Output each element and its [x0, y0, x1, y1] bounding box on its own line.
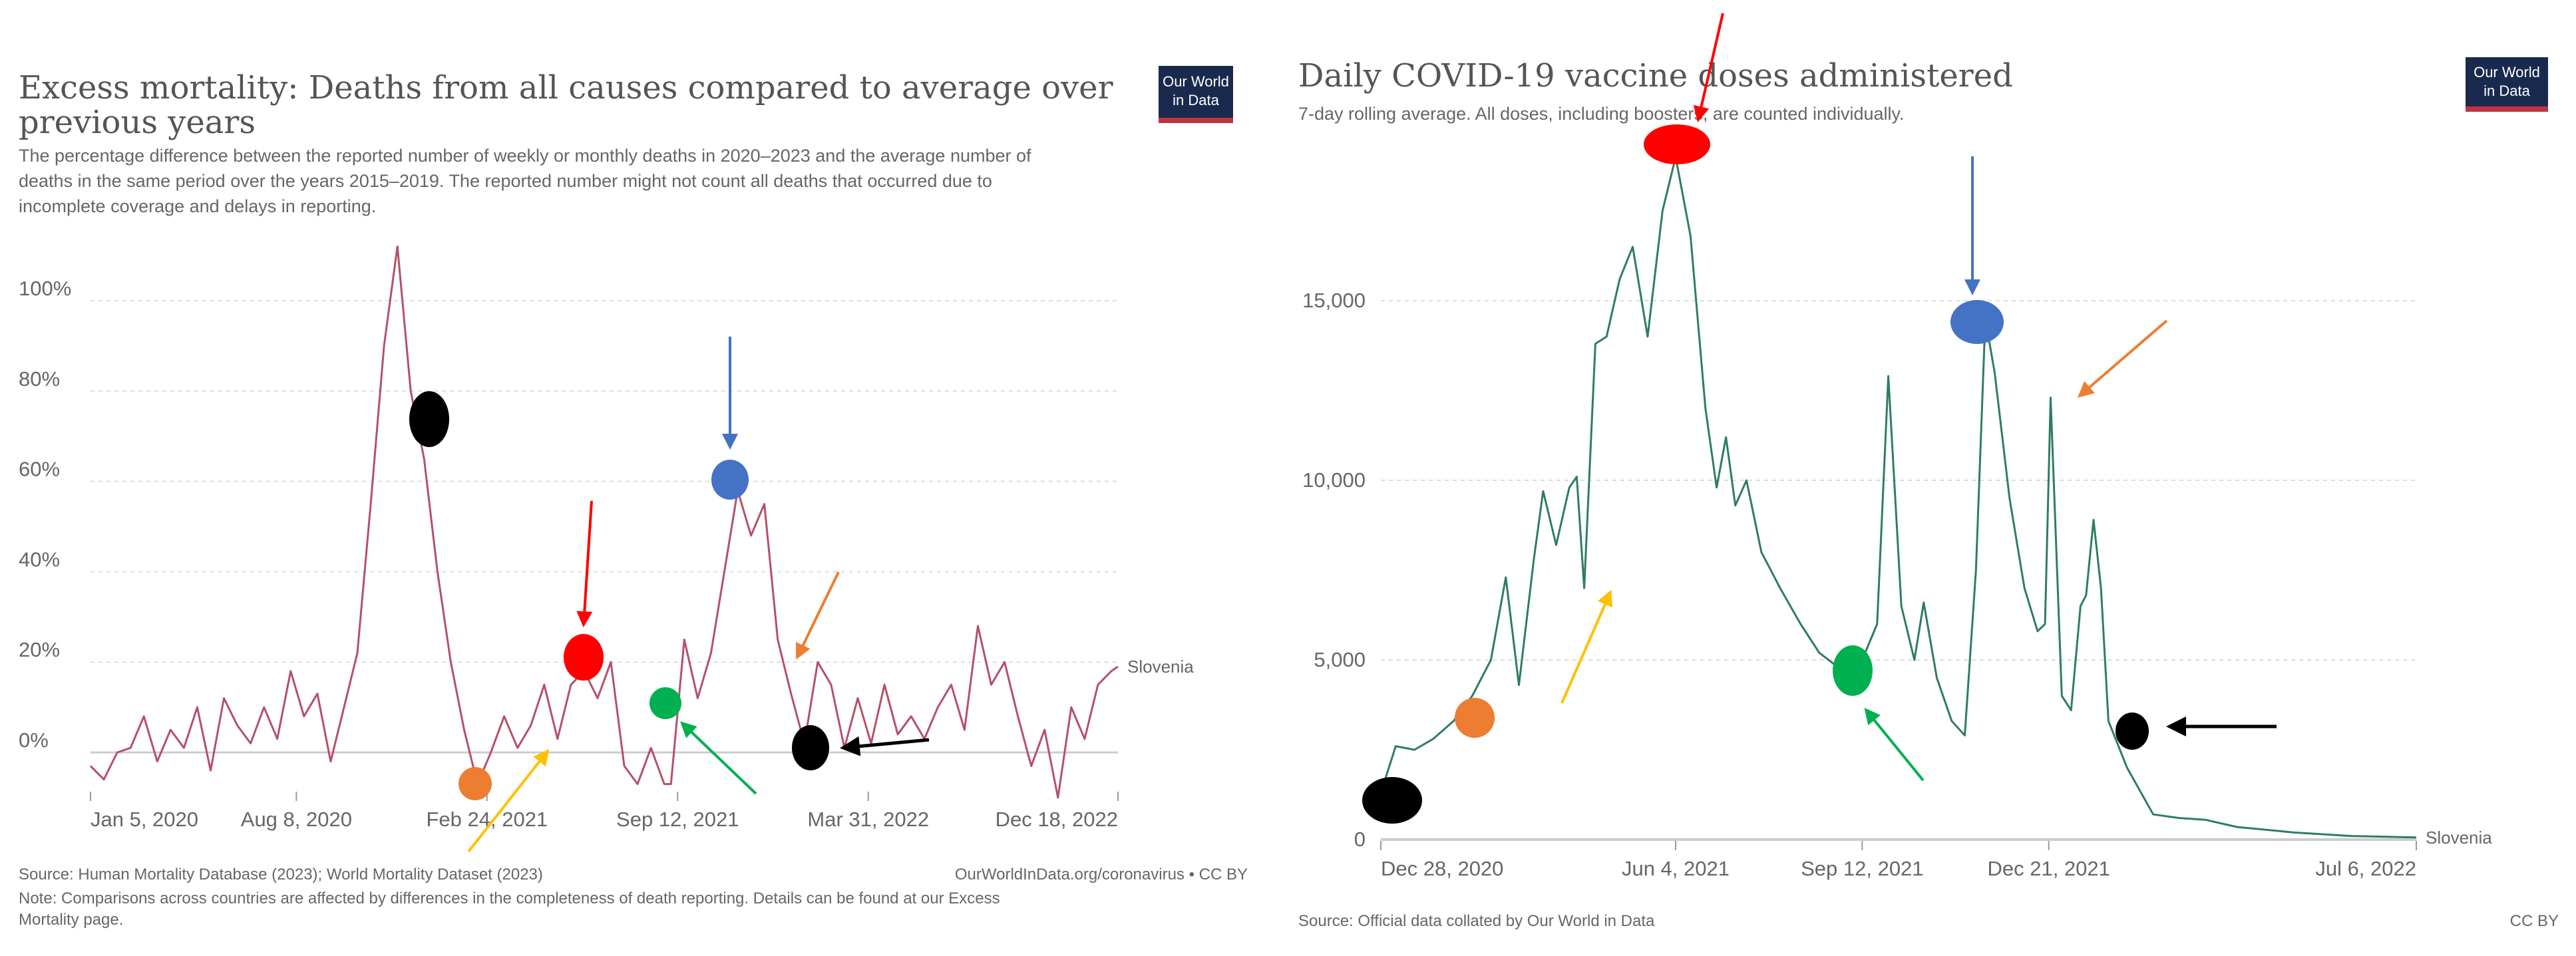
- credit-link[interactable]: OurWorldInData.org/coronavirus • CC BY: [955, 866, 1248, 883]
- x-tick-label: Dec 28, 2020: [1381, 857, 1503, 880]
- yellow-arrow: [1561, 589, 1612, 704]
- owid-logo[interactable]: Our World in Data: [1159, 66, 1233, 123]
- logo-line-1: Our World: [2474, 64, 2540, 80]
- orange-marker: [1455, 698, 1495, 738]
- black-arrow: [840, 736, 930, 756]
- annotations-right: [1362, 13, 2277, 824]
- y-tick-label: 5,000: [1314, 648, 1366, 671]
- source-text: Source: Human Mortality Database (2023);…: [19, 866, 543, 883]
- black-marker-2: [792, 725, 829, 770]
- y-tick-label: 0%: [19, 728, 49, 752]
- x-tick-label: Sep 12, 2021: [616, 808, 739, 831]
- x-tick-label: Dec 18, 2022: [996, 808, 1118, 831]
- red-arrow: [576, 500, 593, 627]
- x-tick-label: Jun 4, 2021: [1622, 857, 1730, 880]
- y-tick-label: 100%: [19, 277, 71, 300]
- series-line-slovenia[interactable]: [89, 245, 1119, 799]
- y-tick-label: 40%: [19, 548, 60, 571]
- x-tick-label: Jul 6, 2022: [2315, 857, 2416, 880]
- red-marker: [564, 634, 604, 681]
- series-label-slovenia: Slovenia: [1127, 657, 1194, 677]
- logo-line-2: in Data: [2484, 82, 2530, 99]
- vaccine-doses-chart: Daily COVID-19 vaccine doses administere…: [1298, 13, 2559, 930]
- x-tick-label: Dec 21, 2021: [1987, 857, 2110, 880]
- x-tick-label: Mar 31, 2022: [807, 808, 929, 831]
- black-marker-2: [2116, 713, 2149, 750]
- chart-title-line-2: previous years: [19, 104, 256, 141]
- chart-subtitle-line-3: incomplete coverage and delays in report…: [19, 196, 376, 216]
- note-line-1: Note: Comparisons across countries are a…: [19, 889, 1000, 907]
- y-tick-label: 60%: [19, 458, 60, 481]
- x-tick-label: Aug 8, 2020: [241, 808, 352, 831]
- green-arrow: [680, 721, 757, 795]
- series-line-slovenia[interactable]: [1380, 156, 2417, 839]
- annotations-left: [409, 337, 930, 853]
- source-text: Source: Official data collated by Our Wo…: [1298, 912, 1655, 930]
- x-tick-label: Jan 5, 2020: [91, 808, 198, 831]
- orange-arrow: [2077, 319, 2168, 398]
- black-marker: [409, 391, 449, 447]
- x-tick-label: Sep 12, 2021: [1801, 857, 1923, 880]
- series-label-slovenia: Slovenia: [2426, 828, 2492, 848]
- chart-subtitle: 7-day rolling average. All doses, includ…: [1298, 104, 1905, 124]
- blue-marker: [1950, 300, 2004, 344]
- excess-mortality-chart: Excess mortality: Deaths from all causes…: [19, 66, 1248, 929]
- green-marker: [649, 687, 681, 719]
- black-marker: [1362, 777, 1422, 824]
- logo-line-1: Our World: [1163, 73, 1229, 90]
- orange-marker: [459, 767, 492, 800]
- chart-subtitle-line-1: The percentage difference between the re…: [19, 146, 1031, 166]
- red-marker: [1644, 124, 1710, 164]
- chart-title: Daily COVID-19 vaccine doses administere…: [1298, 57, 2013, 94]
- note-line-2: Mortality page.: [19, 911, 123, 929]
- chart-title-line-1: Excess mortality: Deaths from all causes…: [19, 69, 1113, 106]
- red-arrow: [1693, 13, 1724, 122]
- blue-marker: [711, 460, 749, 500]
- owid-logo[interactable]: Our World in Data: [2466, 57, 2548, 112]
- credit-text: CC BY: [2510, 912, 2559, 930]
- y-tick-label: 20%: [19, 638, 60, 661]
- yellow-arrow: [467, 748, 550, 853]
- green-arrow: [1864, 707, 1925, 782]
- logo-line-2: in Data: [1173, 92, 1219, 108]
- green-marker: [1833, 645, 1873, 696]
- y-tick-label: 10,000: [1302, 468, 1366, 492]
- y-tick-label: 0: [1354, 828, 1366, 851]
- chart-subtitle-line-2: deaths in the same period over the years…: [19, 171, 992, 191]
- y-tick-label: 80%: [19, 367, 60, 391]
- y-tick-label: 15,000: [1302, 289, 1366, 312]
- orange-arrow: [795, 571, 840, 660]
